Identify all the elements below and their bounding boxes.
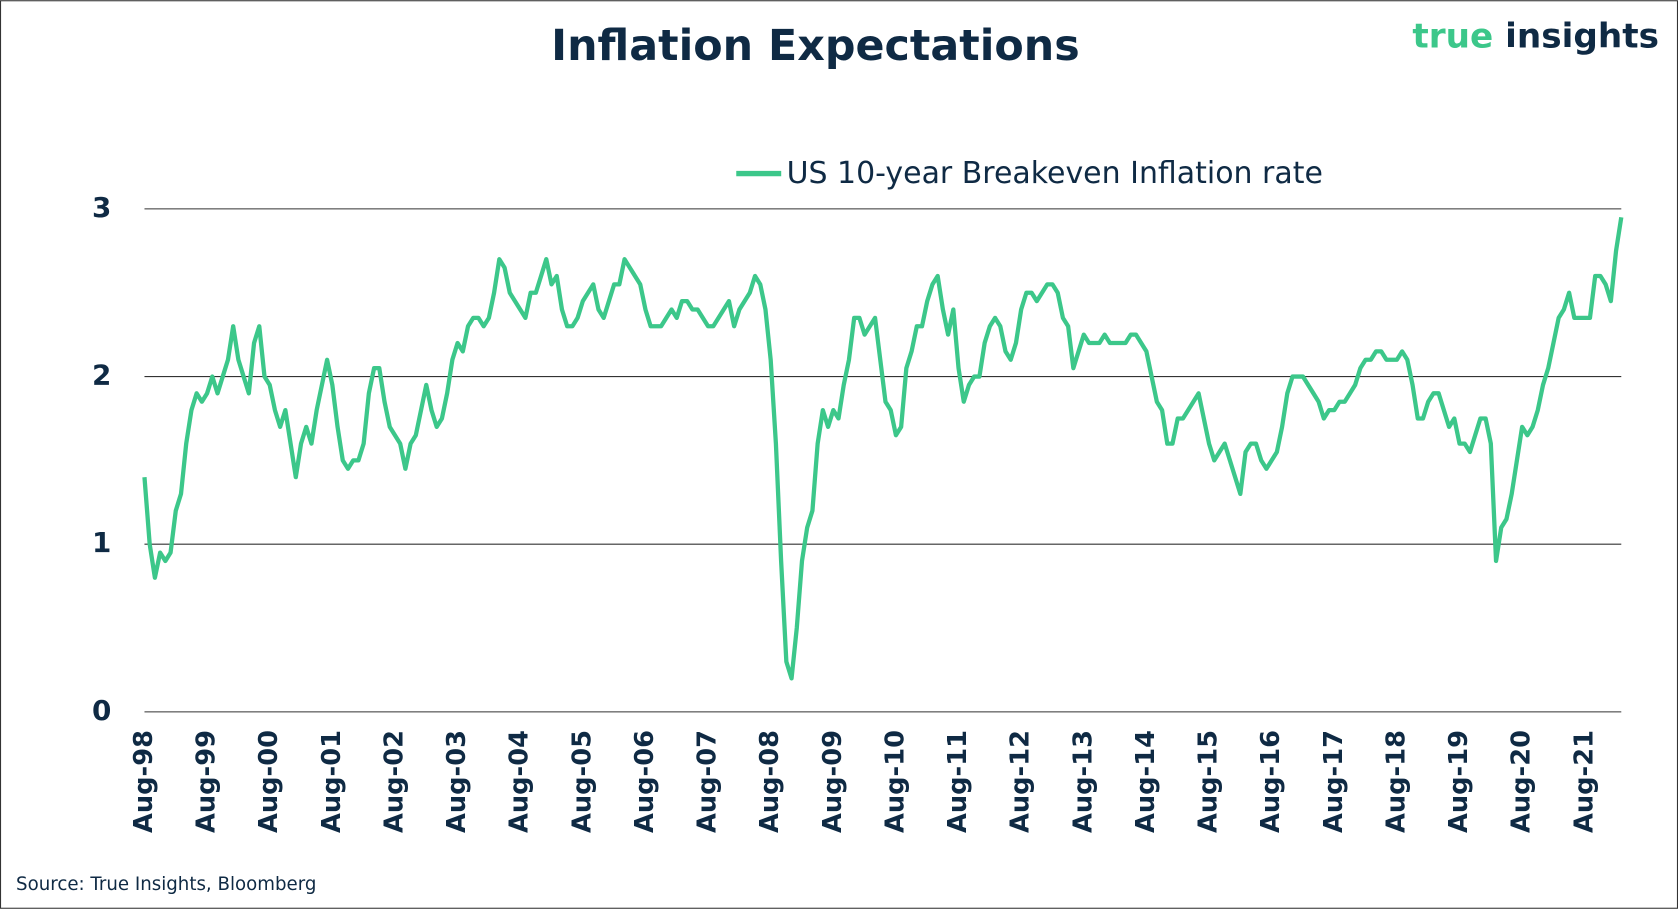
x-tick-label: Aug-12 xyxy=(1006,730,1036,833)
x-tick-label: Aug-04 xyxy=(505,730,535,833)
x-tick-label: Aug-20 xyxy=(1507,730,1537,833)
x-tick-label: Aug-21 xyxy=(1569,730,1599,833)
x-tick-label: Aug-14 xyxy=(1131,730,1161,833)
legend-label: US 10-year Breakeven Inflation rate xyxy=(787,156,1323,191)
x-tick-label: Aug-11 xyxy=(943,730,973,833)
x-tick-label: Aug-18 xyxy=(1381,730,1411,833)
x-tick-label: Aug-02 xyxy=(379,730,409,833)
y-tick-label: 2 xyxy=(92,359,111,392)
x-tick-label: Aug-09 xyxy=(818,730,848,833)
chart-title: Inflation Expectations xyxy=(551,21,1080,71)
plot xyxy=(142,216,1624,681)
x-tick-label: Aug-15 xyxy=(1194,730,1224,833)
x-tick-label: Aug-98 xyxy=(129,730,159,833)
x-tick-label: Aug-06 xyxy=(630,730,660,833)
x-tick-label: Aug-13 xyxy=(1068,730,1098,833)
x-tick-label: Aug-03 xyxy=(442,730,472,833)
data-line xyxy=(142,216,1624,681)
x-tick-label: Aug-16 xyxy=(1256,730,1286,833)
y-tick-label: 0 xyxy=(92,694,111,727)
x-tick-label: Aug-99 xyxy=(192,730,222,833)
x-tick-label: Aug-00 xyxy=(254,730,284,833)
x-tick-label: Aug-05 xyxy=(567,730,597,833)
x-tick-label: Aug-08 xyxy=(755,730,785,833)
source: Source: True Insights, Bloomberg xyxy=(16,874,316,895)
x-tick-label: Aug-10 xyxy=(880,730,910,833)
y-tick-label: 1 xyxy=(92,526,111,559)
logo-insights: insights xyxy=(1505,16,1659,56)
logo: true insights xyxy=(1412,16,1659,56)
x-tick-label: Aug-17 xyxy=(1319,730,1349,833)
x-tick-label: Aug-07 xyxy=(693,730,723,833)
logo-true: true xyxy=(1412,16,1493,56)
x-tick-label: Aug-19 xyxy=(1444,730,1474,833)
x-tick-label: Aug-01 xyxy=(317,730,347,833)
y-tick-label: 3 xyxy=(92,191,111,224)
